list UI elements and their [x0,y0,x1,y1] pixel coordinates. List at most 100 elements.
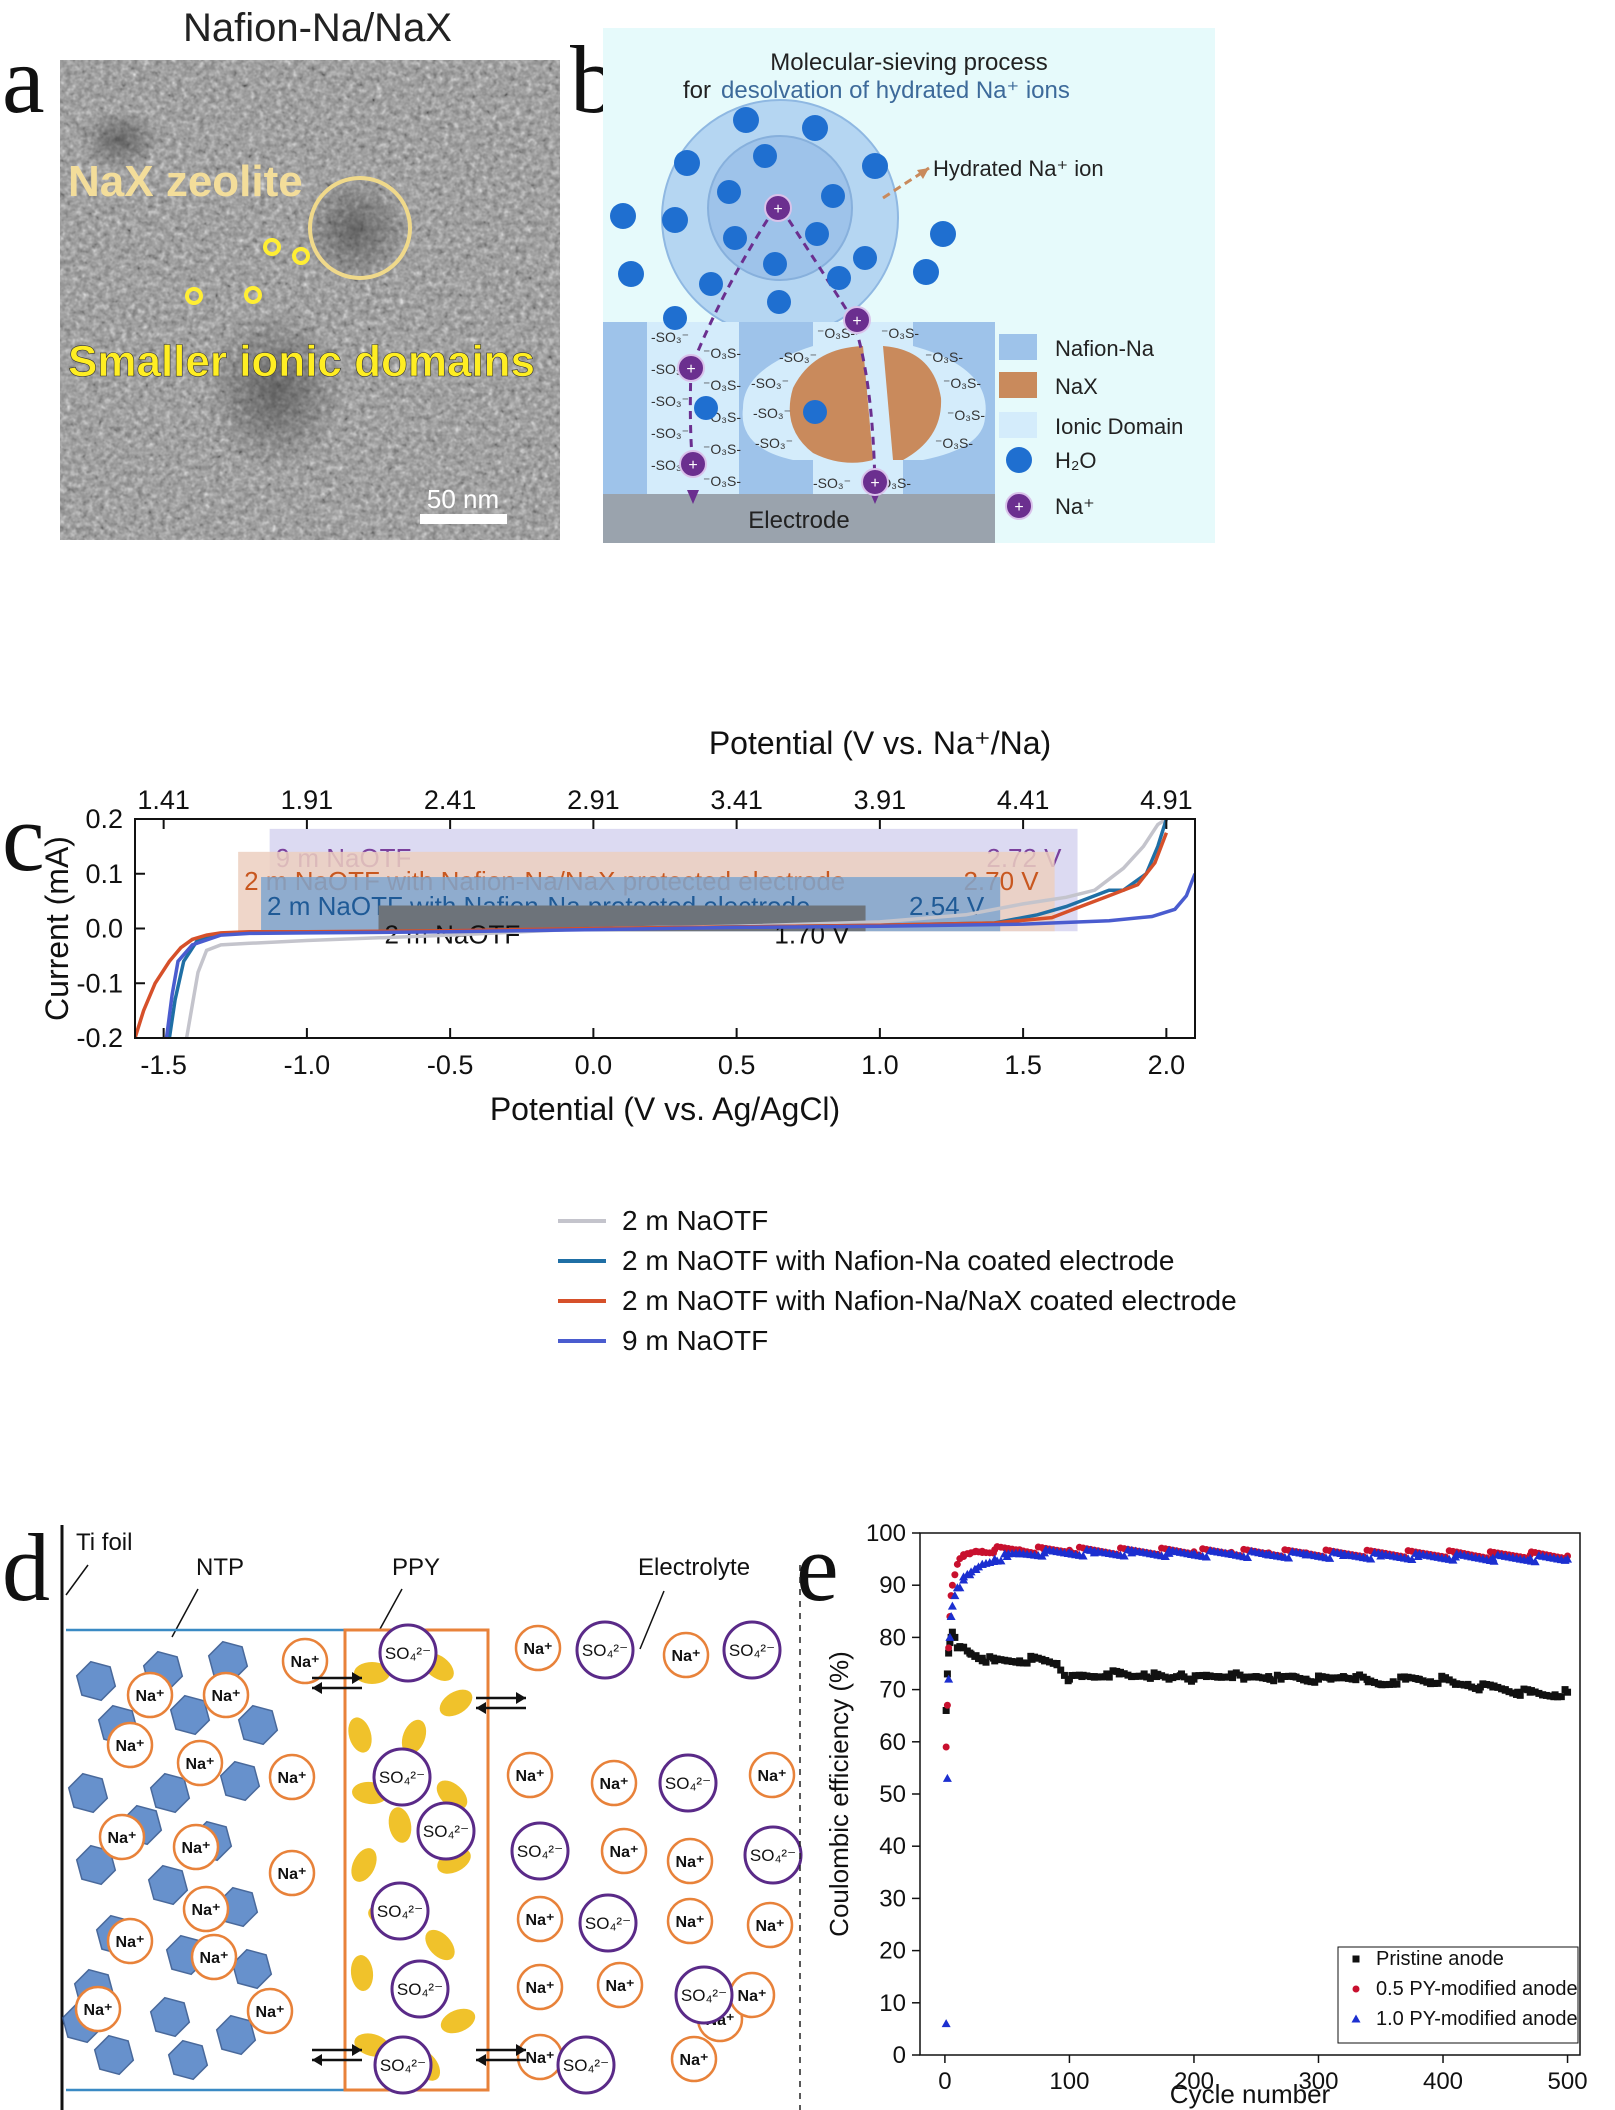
x2-tick-label: 2.91 [567,785,620,815]
ppy-grain [350,1955,374,1991]
data-point-square [1445,1676,1453,1684]
data-point-square [989,1654,997,1662]
data-point-square [1479,1680,1487,1688]
data-point-square [1027,1652,1035,1660]
sulfonate: ⁻O₃S- [947,407,985,423]
sulfonate: -SO₃⁻ [651,393,689,409]
data-point-square [1494,1683,1502,1691]
data-point-circle [953,1560,961,1568]
sodium-ion [679,450,707,478]
x2-tick-label: 3.41 [710,785,763,815]
sodium-ion-label: Na⁺ [738,1988,767,2005]
data-point-square [1389,1680,1397,1688]
y-tick-label: 70 [879,1677,906,1704]
data-point-square [1378,1681,1386,1689]
tem-image: NaX zeolite Smaller ionic domains 50 nm [60,60,560,540]
series-markers [942,1628,1572,1714]
sodium-ion [98,1813,146,1861]
nax-particle-left [789,346,873,463]
sodium-ion [190,1933,238,1981]
ntp-label: NTP [196,1554,244,1581]
data-point-circle [942,1743,950,1751]
data-point-square [1068,1672,1076,1680]
water-molecule [753,144,777,168]
ntp-particle [219,1760,261,1802]
ti-foil-pointer [65,1564,89,1596]
data-point-triangle [1284,1553,1294,1562]
data-point-square [1468,1683,1476,1691]
sodium-ion-label: Na⁺ [182,1840,211,1857]
scale-bar [420,514,507,524]
data-point-square [1456,1680,1464,1688]
data-point-square [1356,1671,1364,1679]
data-point-square [1423,1678,1431,1686]
exchange-arrowhead [476,1702,486,1714]
y-tick-label: 0.1 [85,859,123,889]
electrolyte-label: Electrolyte [638,1554,750,1581]
sodium-ion [516,1895,564,1943]
data-point-square [1415,1675,1423,1683]
x2-tick-label: 1.91 [281,785,334,815]
data-point-square [1520,1685,1528,1693]
data-point-triangle [974,1562,984,1571]
legend-label-ionic: Ionic Domain [1055,414,1183,439]
legend-label-water: H₂O [1055,448,1097,473]
x2-tick-label: 3.91 [854,785,907,815]
sulfate-ion-label: SO₄²⁻ [385,1644,431,1663]
electrode-label: Electrode [748,507,849,534]
data-point-square [948,1628,956,1636]
data-point-square [1483,1680,1491,1688]
data-point-square [943,1670,951,1678]
sulfonate: ⁻O₃S- [943,375,981,391]
data-point-square [946,1639,954,1647]
ppy-pointer [379,1588,403,1630]
data-point-square [1292,1673,1300,1681]
sulfate-ion-label: SO₄²⁻ [517,1842,563,1861]
sodium-ion-sign: + [773,201,782,218]
zeolite-circle [308,176,412,280]
water-molecule [763,252,787,276]
data-point-triangle [1489,1556,1499,1565]
scale-bar-label: 50 nm [427,484,499,514]
sodium-ion [677,354,705,382]
exchange-arrowhead [516,2044,526,2056]
data-point-triangle [955,1583,965,1592]
water-molecule [618,261,644,287]
data-point-square [1539,1691,1547,1699]
ntp-particle [149,1996,191,2038]
data-point-triangle [966,1567,976,1576]
data-point-square [1408,1674,1416,1682]
sulfonate: -SO₃⁻ [813,475,851,491]
data-point-triangle [1366,1554,1376,1563]
data-point-square [1427,1680,1435,1688]
legend-swatch-water [1006,447,1032,473]
ntp-particle [75,1660,117,1702]
sodium-ion [861,468,889,496]
domain-circle [292,247,310,265]
sodium-ion [106,1917,154,1965]
data-point-circle [989,1549,997,1557]
sulfate-ion-label: SO₄²⁻ [729,1641,775,1660]
sodium-ion [182,1885,230,1933]
x-tick-label: 0 [938,2068,951,2095]
data-point-square [1244,1673,1252,1681]
desolvation-schematic: Molecular-sieving process for desolvatio… [603,28,1215,543]
sodium-ion-sign: + [686,361,695,378]
sodium-ion [268,1753,316,1801]
sodium-ion-label: Na⁺ [200,1950,229,1967]
legend-swatch-sodium [1005,492,1033,520]
data-point-circle [943,1701,951,1709]
data-point-square [1516,1691,1524,1699]
data-point-square [1554,1693,1562,1701]
legend-label: Pristine anode [1376,1948,1504,1970]
data-point-square [1524,1686,1532,1694]
data-point-square [1404,1673,1412,1681]
exchange-arrowhead [476,2054,486,2066]
hydrated-label: Hydrated Na⁺ ion [933,156,1104,181]
exchange-arrowhead [516,1692,526,1704]
sodium-ion [748,1751,796,1799]
exchange-arrowhead [352,1672,362,1684]
ntp-particle [169,1694,211,1736]
sodium-ion-label: Na⁺ [526,2050,555,2067]
data-point-square [1258,1674,1266,1682]
